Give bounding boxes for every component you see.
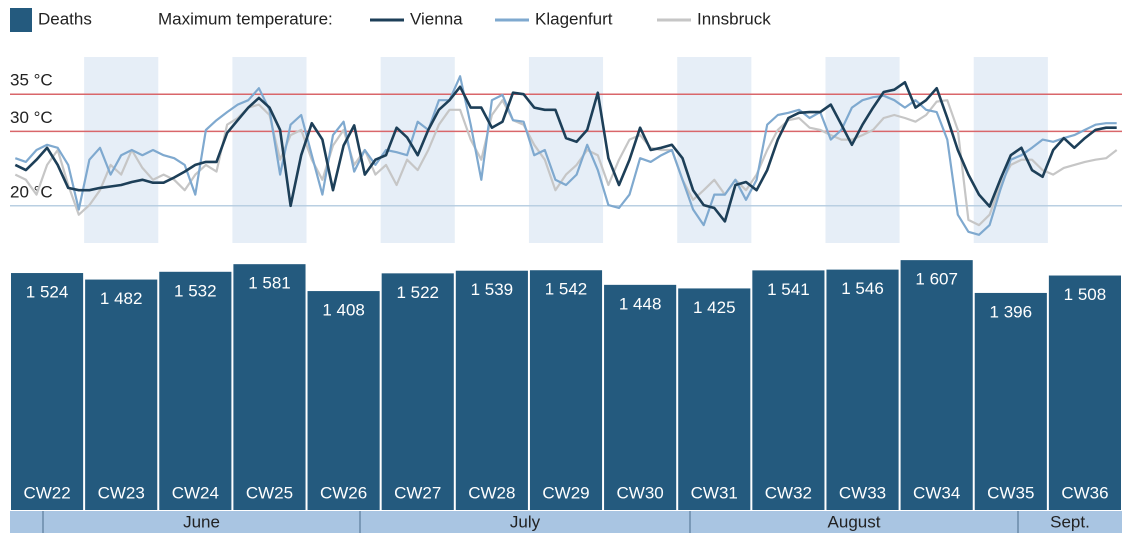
x-tick-label: CW22 (23, 483, 70, 502)
bar (85, 279, 158, 510)
bar (826, 269, 899, 510)
legend-label: Klagenfurt (535, 9, 613, 28)
bar-value-label: 1 425 (693, 298, 736, 317)
legend-swatch (10, 8, 32, 32)
legend-label: Innsbruck (697, 9, 771, 28)
x-tick-label: CW28 (468, 483, 515, 502)
bar (900, 260, 973, 510)
month-label: Sept. (1050, 512, 1090, 531)
bar (678, 288, 751, 510)
x-tick-label: CW25 (246, 483, 293, 502)
x-tick-label: CW23 (98, 483, 145, 502)
bar-value-label: 1 541 (767, 280, 810, 299)
bar-value-label: 1 524 (26, 283, 69, 302)
x-tick-label: CW29 (542, 483, 589, 502)
bar (604, 284, 677, 510)
x-tick-label: CW34 (913, 483, 960, 502)
x-tick-label: CW33 (839, 483, 886, 502)
week-shade (528, 57, 604, 243)
bar-value-label: 1 522 (396, 283, 439, 302)
month-label: June (183, 512, 220, 531)
bar-value-label: 1 539 (471, 280, 514, 299)
bar-value-label: 1 408 (322, 301, 365, 320)
week-shade (380, 57, 455, 243)
bar (233, 264, 306, 510)
week-shade (84, 57, 159, 243)
bar (159, 271, 232, 510)
bar (974, 292, 1047, 510)
x-tick-label: CW31 (691, 483, 738, 502)
x-tick-label: CW30 (617, 483, 664, 502)
x-tick-label: CW32 (765, 483, 812, 502)
bar (455, 270, 528, 510)
legend-label: Deaths (38, 9, 92, 28)
legend-label: Vienna (410, 9, 463, 28)
x-tick-label: CW36 (1061, 483, 1108, 502)
bar (11, 273, 84, 510)
bar (529, 270, 603, 510)
bar (381, 273, 454, 510)
x-tick-label: CW24 (172, 483, 219, 502)
bar-value-label: 1 546 (841, 279, 884, 298)
bar (1048, 275, 1121, 510)
temperature-line (14, 81, 1117, 223)
week-shade (973, 57, 1048, 243)
legend: Deaths Maximum temperature: (10, 8, 333, 32)
x-tick-label: CW35 (987, 483, 1034, 502)
bar-value-label: 1 607 (915, 270, 958, 289)
temperature-line (14, 75, 1117, 236)
bar (752, 270, 825, 510)
legend-title: Maximum temperature: (158, 9, 333, 28)
bar-value-label: 1 542 (545, 280, 588, 299)
week-shade (825, 57, 900, 243)
month-label: August (828, 512, 881, 531)
week-shade (677, 57, 752, 243)
bar-value-label: 1 581 (248, 274, 291, 293)
bar-value-label: 1 448 (619, 294, 662, 313)
bar-value-label: 1 532 (174, 281, 217, 300)
month-strip (10, 511, 1122, 533)
bar (307, 291, 380, 510)
bar-value-label: 1 482 (100, 289, 143, 308)
y-tick-label: 20 °C (10, 182, 53, 201)
x-tick-label: CW26 (320, 483, 367, 502)
bar-value-label: 1 508 (1064, 285, 1107, 304)
bar-value-label: 1 396 (990, 302, 1033, 321)
x-tick-label: CW27 (394, 483, 441, 502)
y-tick-label: 30 °C (10, 108, 53, 127)
y-tick-label: 35 °C (10, 71, 53, 90)
week-shade (232, 57, 307, 243)
month-label: July (510, 512, 541, 531)
